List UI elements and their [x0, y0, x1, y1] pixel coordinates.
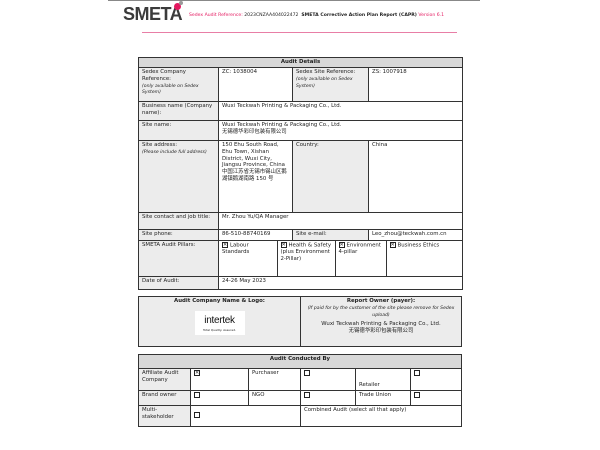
country-value: China	[367, 140, 464, 213]
pillar-checkbox[interactable]: ✕	[389, 242, 396, 248]
contact-value: Mr. Zhou Yu/QA Manager	[217, 212, 464, 230]
logo-dot-icon	[179, 1, 183, 5]
top-rule	[108, 0, 480, 1]
company-ref-value: ZC: 1038004	[218, 67, 293, 102]
ngo-label: NGO	[248, 390, 301, 406]
purchaser-checkbox[interactable]	[304, 370, 310, 376]
phone-value: 86-510-88740169	[218, 229, 293, 241]
retailer-label: Retailer	[355, 368, 411, 391]
site-ref-value: ZS: 1007918	[367, 67, 464, 102]
report-header: Sedex Audit Reference: 2023CNZAA40402247…	[189, 13, 444, 18]
pillar-checkbox[interactable]: ✕	[338, 242, 345, 248]
business-value: Wuxi Teckwah Printing & Packaging Co., L…	[217, 101, 464, 121]
business-label: Business name (Company name):	[138, 101, 219, 121]
multi-checkbox[interactable]	[194, 412, 200, 419]
pillars-grid: ✕ Labour Standards ✕ Health & Safety (plus…	[219, 241, 462, 276]
logo-dot-icon	[174, 3, 181, 10]
address-label: Site address: (Please include full addres…	[138, 140, 219, 213]
pillar-label: Health & Safety (plus Environment 2-Pill…	[280, 242, 332, 263]
affiliate-label: Affiliate Audit Company	[138, 368, 191, 391]
audit-details-table: Audit Details Sedex Company Reference: (o…	[137, 57, 464, 290]
pillars-label: SMETA Audit Pillars:	[138, 240, 219, 277]
pillar-checkbox[interactable]: ✕	[280, 242, 287, 248]
smeta-logo: SMETA	[123, 4, 183, 24]
site-ref-label: Sedex Site Reference: (only available on …	[292, 67, 369, 102]
audit-company-cell: Audit Company Name & Logo: intertek Total…	[138, 296, 301, 347]
email-label: Site e-mail:	[292, 229, 369, 241]
combined-label: Combined Audit (select all that apply)	[300, 405, 462, 427]
pillar-label: Business Ethics	[397, 242, 440, 249]
retailer-checkbox[interactable]	[414, 370, 420, 376]
ref-value: 2023CNZAA404022472	[244, 13, 299, 18]
date-value: 24-26 May 2023	[217, 276, 464, 290]
date-label: Date of Audit:	[138, 276, 219, 290]
audit-company-table: Audit Company Name & Logo: intertek Total…	[138, 296, 462, 347]
audit-details-title: Audit Details	[137, 57, 464, 68]
company-ref-label: Sedex Company Reference: (only available …	[138, 67, 219, 102]
trade-union-checkbox[interactable]	[414, 392, 420, 398]
site-name-value: Wuxi Teckwah Printing & Packaging Co., L…	[217, 120, 464, 141]
pillar-label: Labour Standards	[222, 242, 250, 256]
audit-conducted-table: Audit Conducted By Affiliate Audit Compa…	[138, 354, 462, 427]
trade-union-label: Trade Union	[355, 390, 411, 406]
address-value: 150 Ehu South Road, Ehu Town, Xishan Dis…	[218, 140, 293, 213]
country-label: Country:	[292, 140, 369, 213]
pillar-label: Environment 4-pillar	[338, 242, 381, 256]
pillar-checkbox[interactable]: ✕	[222, 242, 228, 248]
report-title: SMETA Corrective Action Plan Report (CAP…	[301, 13, 417, 18]
intertek-logo: intertek Total Quality. Assured.	[194, 310, 245, 335]
header-rule	[142, 32, 457, 33]
contact-label: Site contact and job title:	[138, 212, 219, 230]
multi-label: Multi-stakeholder	[138, 405, 191, 427]
email-value: Leo_zhou@teckwah.com.cn	[367, 229, 464, 241]
version: Version 6.1	[418, 13, 445, 18]
brand-owner-label: Brand owner	[138, 390, 191, 406]
conducted-title: Audit Conducted By	[138, 354, 462, 369]
ngo-checkbox[interactable]	[304, 392, 310, 398]
purchaser-label: Purchaser	[248, 368, 301, 391]
site-name-label: Site name:	[138, 120, 219, 141]
pillars-cell: ✕ Labour Standards ✕ Health & Safety (plus…	[217, 240, 464, 277]
affiliate-checkbox[interactable]: ✕	[194, 370, 200, 376]
brand-owner-checkbox[interactable]	[194, 392, 200, 398]
report-owner-cell: Report Owner (payer): (If paid for by the…	[300, 296, 462, 347]
phone-label: Site phone:	[138, 229, 219, 241]
ref-label: Sedex Audit Reference:	[189, 13, 243, 18]
